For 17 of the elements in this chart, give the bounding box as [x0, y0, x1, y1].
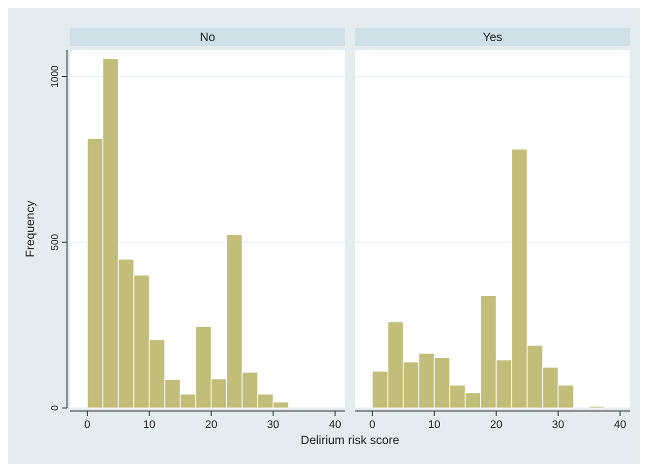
x-tick-label: 10 [143, 419, 156, 431]
y-tick-label: 0 [50, 404, 61, 411]
y-tick-label: 500 [50, 233, 61, 251]
x-tick-label: 0 [84, 419, 90, 431]
x-tick-label: 30 [552, 419, 564, 431]
chart-title: No [200, 30, 216, 44]
x-tick-label: 30 [267, 419, 280, 431]
x-tick-label: 0 [369, 419, 376, 431]
chart-title: Yes [482, 30, 502, 44]
x-tick-label: 20 [490, 419, 502, 431]
y-axis-title: Frequency [23, 200, 37, 258]
x-tick-label: 10 [428, 419, 440, 431]
x-tick-label: 20 [205, 419, 218, 431]
x-tick-label: 40 [614, 419, 626, 431]
y-tick-label: 1000 [50, 64, 61, 88]
x-tick-label: 40 [328, 419, 342, 431]
x-axis-title: Delirium risk score [300, 433, 400, 447]
